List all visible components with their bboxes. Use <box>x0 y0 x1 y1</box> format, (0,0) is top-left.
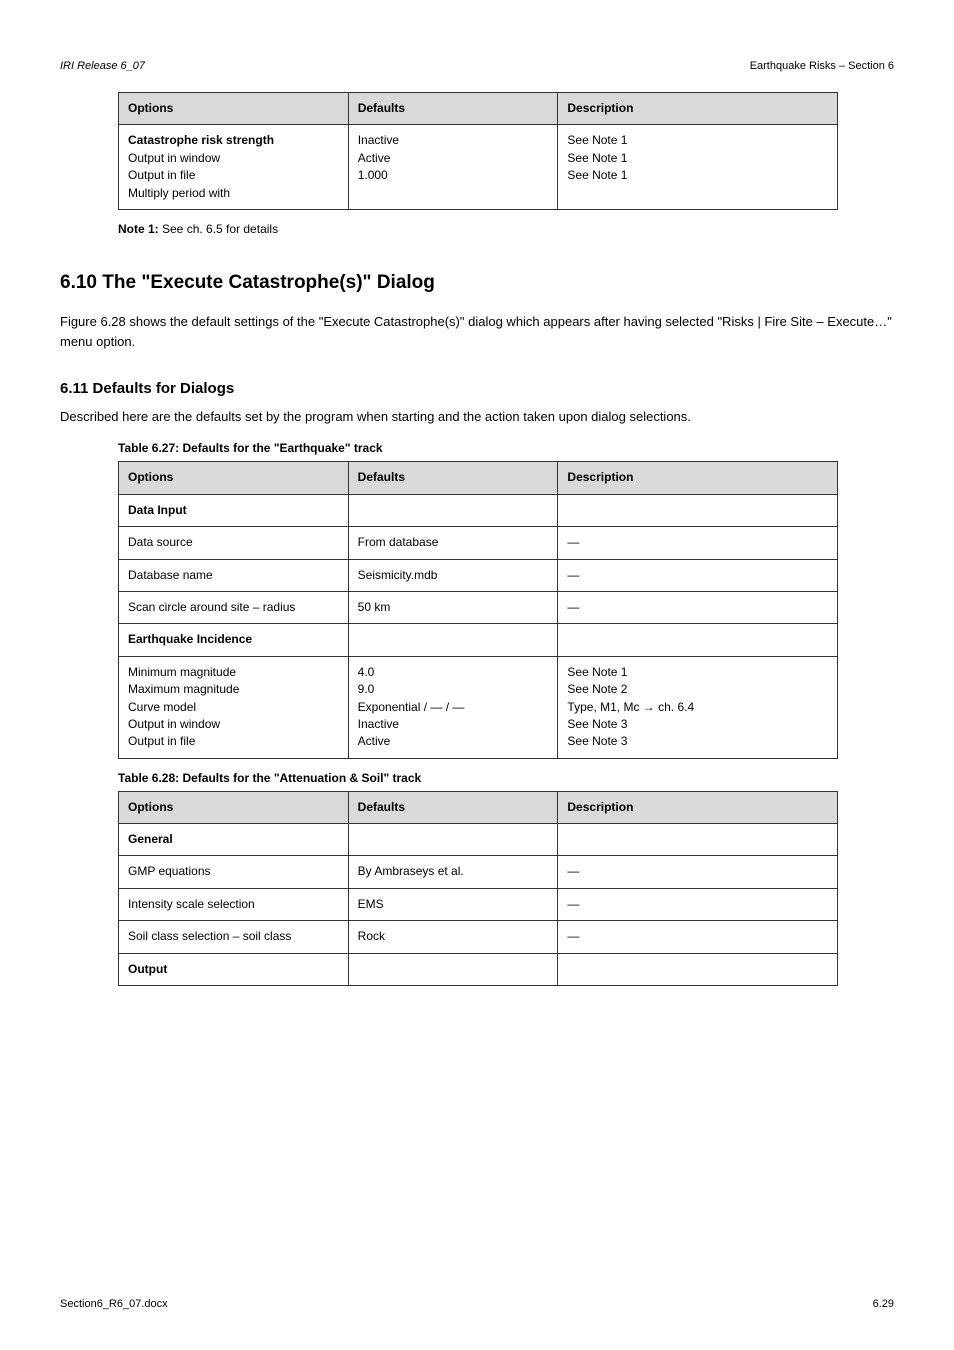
table-row: Minimum magnitudeMaximum magnitudeCurve … <box>119 656 838 758</box>
cell-option: Scan circle around site – radius <box>119 591 349 623</box>
col-header-options: Options <box>119 93 349 125</box>
cell-desc <box>558 824 838 856</box>
cell-option: Minimum magnitudeMaximum magnitudeCurve … <box>119 656 349 758</box>
note-text: See ch. 6.5 for details <box>159 222 278 236</box>
table-row: Soil class selection – soil class Rock — <box>119 921 838 953</box>
note-label: Note 1: <box>118 222 159 236</box>
cell-default: 4.09.0Exponential / — / —InactiveActive <box>348 656 558 758</box>
cell-option: Database name <box>119 559 349 591</box>
table-row: Data Input <box>119 494 838 526</box>
table-continuation: Options Defaults Description Catastrophe… <box>118 92 838 210</box>
cell-default: EMS <box>348 888 558 920</box>
cell-option: Catastrophe risk strengthOutput in windo… <box>119 125 349 210</box>
page-header: IRI Release 6_07 Earthquake Risks – Sect… <box>60 60 894 72</box>
cell-desc: — <box>558 559 838 591</box>
cell-default: InactiveActive1.000 <box>348 125 558 210</box>
col-header-options: Options <box>119 462 349 494</box>
table-row: Earthquake Incidence <box>119 624 838 656</box>
cell-option: Output <box>119 953 349 985</box>
cell-desc: — <box>558 888 838 920</box>
table-header-row: Options Defaults Description <box>119 791 838 823</box>
cell-default <box>348 494 558 526</box>
table-row: Output <box>119 953 838 985</box>
cell-desc <box>558 953 838 985</box>
footer-left: Section6_R6_07.docx <box>60 1298 168 1310</box>
table-header-row: Options Defaults Description <box>119 93 838 125</box>
table-27-title: Table 6.27: Defaults for the "Earthquake… <box>118 441 894 455</box>
table-27: Options Defaults Description Data Input … <box>118 461 838 758</box>
cell-default <box>348 953 558 985</box>
cell-desc: — <box>558 591 838 623</box>
table-header-row: Options Defaults Description <box>119 462 838 494</box>
intro-paragraph: Figure 6.28 shows the default settings o… <box>60 312 894 352</box>
header-left: IRI Release 6_07 <box>60 60 145 72</box>
header-right: Earthquake Risks – Section 6 <box>750 60 894 72</box>
table-row: Data source From database — <box>119 527 838 559</box>
table-28: Options Defaults Description General GMP… <box>118 791 838 986</box>
cell-desc: See Note 1See Note 2Type, M1, Mc → ch. 6… <box>558 656 838 758</box>
cell-desc <box>558 624 838 656</box>
col-header-options: Options <box>119 791 349 823</box>
page-footer: Section6_R6_07.docx 6.29 <box>60 1298 894 1310</box>
cell-default: 50 km <box>348 591 558 623</box>
cell-default: Seismicity.mdb <box>348 559 558 591</box>
cell-option: Data source <box>119 527 349 559</box>
footer-right: 6.29 <box>873 1298 894 1310</box>
table-row: Catastrophe risk strengthOutput in windo… <box>119 125 838 210</box>
table-row: Intensity scale selection EMS — <box>119 888 838 920</box>
cell-option: GMP equations <box>119 856 349 888</box>
page: IRI Release 6_07 Earthquake Risks – Sect… <box>0 0 954 1350</box>
cell-option: Earthquake Incidence <box>119 624 349 656</box>
cell-option: Data Input <box>119 494 349 526</box>
section-intro: Described here are the defaults set by t… <box>60 407 894 427</box>
col-header-description: Description <box>558 791 838 823</box>
cell-default <box>348 624 558 656</box>
col-header-defaults: Defaults <box>348 791 558 823</box>
table-28-title: Table 6.28: Defaults for the "Attenuatio… <box>118 771 894 785</box>
col-header-description: Description <box>558 462 838 494</box>
table-row: General <box>119 824 838 856</box>
cell-desc <box>558 494 838 526</box>
cell-desc: — <box>558 527 838 559</box>
cell-desc: See Note 1See Note 1See Note 1 <box>558 125 838 210</box>
cell-option: Intensity scale selection <box>119 888 349 920</box>
section-heading: 6.11 Defaults for Dialogs <box>60 380 894 397</box>
cell-option: General <box>119 824 349 856</box>
col-header-defaults: Defaults <box>348 93 558 125</box>
col-header-defaults: Defaults <box>348 462 558 494</box>
col-header-description: Description <box>558 93 838 125</box>
note-1: Note 1: See ch. 6.5 for details <box>118 222 894 236</box>
cell-option: Soil class selection – soil class <box>119 921 349 953</box>
cell-desc: — <box>558 921 838 953</box>
cell-default: From database <box>348 527 558 559</box>
table-row: GMP equations By Ambraseys et al. — <box>119 856 838 888</box>
table-row: Database name Seismicity.mdb — <box>119 559 838 591</box>
cell-default: Rock <box>348 921 558 953</box>
cell-default <box>348 824 558 856</box>
cell-desc: — <box>558 856 838 888</box>
table-row: Scan circle around site – radius 50 km — <box>119 591 838 623</box>
page-title: 6.10 The "Execute Catastrophe(s)" Dialog <box>60 272 894 294</box>
cell-default: By Ambraseys et al. <box>348 856 558 888</box>
